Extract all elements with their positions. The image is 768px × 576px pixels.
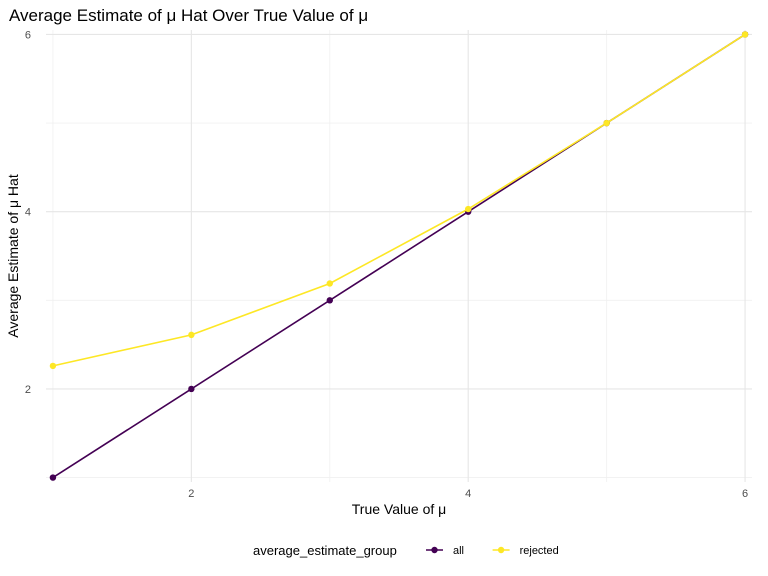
- data-point-rejected: [188, 331, 195, 339]
- legend-key-point-rejected: [497, 546, 505, 554]
- chart-title: Average Estimate of μ Hat Over True Valu…: [9, 6, 368, 25]
- x-axis-ticks: 2 4 6: [188, 488, 748, 500]
- legend-key-point-all: [431, 546, 438, 554]
- y-tick-label: 6: [25, 29, 31, 41]
- data-point-all: [49, 474, 57, 481]
- data-point-rejected: [741, 31, 749, 38]
- data-point-rejected: [49, 362, 57, 370]
- minor-gridlines: [46, 30, 752, 482]
- y-axis-ticks: 2 4 6: [25, 29, 31, 396]
- y-tick-label: 2: [25, 384, 31, 396]
- data-point-all: [188, 385, 195, 393]
- legend: average_estimate_group all rejected: [253, 543, 559, 558]
- x-tick-label: 4: [465, 488, 471, 500]
- x-tick-label: 2: [188, 488, 194, 500]
- data-point-rejected: [465, 205, 472, 213]
- series-lines: [49, 31, 749, 481]
- x-axis-title: True Value of μ: [352, 501, 446, 517]
- data-point-rejected: [326, 280, 333, 287]
- y-axis-title: Average Estimate of μ Hat: [5, 174, 21, 338]
- legend-title: average_estimate_group: [253, 543, 397, 558]
- major-gridlines: [46, 30, 752, 482]
- x-tick-label: 6: [742, 488, 748, 500]
- series-line-rejected: [52, 33, 746, 367]
- y-tick-label: 4: [25, 207, 31, 219]
- data-point-rejected: [603, 119, 610, 127]
- legend-label-all: all: [453, 545, 464, 557]
- legend-label-rejected: rejected: [520, 545, 559, 557]
- data-point-all: [326, 297, 333, 304]
